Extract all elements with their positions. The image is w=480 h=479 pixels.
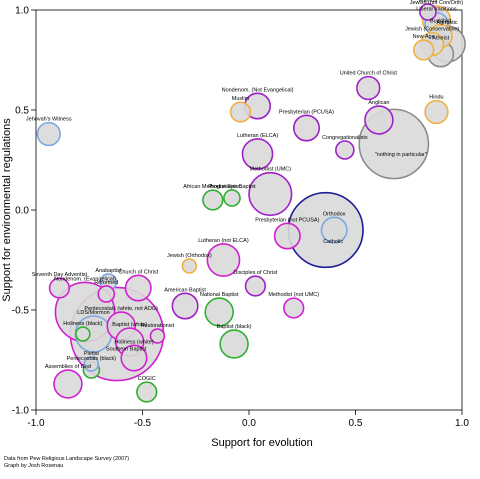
bubble-presbyterian-not-pcusa [273, 222, 301, 250]
x-axis-title: Support for evolution [211, 437, 313, 449]
bubble-assemblies-of-god [53, 369, 83, 399]
bubble-progressive-baptist [223, 189, 241, 207]
label-anabaptist: Anabaptist [95, 268, 121, 274]
y-tick-label: 0.5 [15, 106, 29, 117]
y-tick-label: -0.5 [12, 306, 30, 317]
bubble-presbyterian-pcusa [292, 114, 321, 142]
bubble-friends [419, 3, 437, 21]
bubble-orthodox [320, 216, 348, 244]
bubble-jehovah-s-witness [36, 121, 61, 147]
x-tick-label: -0.5 [134, 418, 152, 429]
bubble-national-baptist [204, 297, 234, 327]
label-methodist-not-umc: Methodist (not UMC) [268, 292, 319, 298]
bubble-united-church-of-christ [356, 75, 381, 101]
bubble-seventh-day-adventist [48, 277, 71, 299]
label-methodist-umc: Methodist (UMC) [250, 167, 292, 173]
label-baptist-black: Baptist (black) [217, 324, 252, 330]
label-friends: Friends [419, 0, 438, 4]
bubble-congregationalists [335, 140, 355, 160]
label-jewish-conservative: Jewish (Conservative) [405, 27, 459, 33]
label-progressive-baptist: Progressive Baptist [208, 184, 256, 190]
point-label-layer: Jewish (not Con/Orth)Friends Liberal trad… [26, 0, 463, 382]
bubble-lutheran-not-elca [206, 243, 241, 277]
label-liberal-traditions: Liberal traditions [416, 7, 457, 13]
label-hindu: Hindu [429, 95, 443, 101]
label-baptist-white: Baptist (white) [112, 322, 147, 328]
bubble-holiness-black [75, 326, 91, 342]
label-pentecostals-white-not-aog: Pentecostals (white, not AOG) [84, 306, 158, 312]
label-lutheran-elca: Lutheran (ELCA) [237, 133, 278, 139]
bubble-african-methodist-episc [202, 189, 224, 211]
label-nothing-in-particular: "nothing in particular" [375, 152, 427, 158]
label-cogic: COGIC [138, 376, 156, 382]
label-jewish-not-con-orth: Jewish (not Con/Orth) [410, 0, 464, 6]
bubble-methodist-not-umc [283, 297, 305, 319]
bubble-anglican [364, 105, 394, 135]
y-tick-label: -1.0 [12, 406, 30, 417]
label-holiness-white: Holiness (white) [114, 339, 153, 345]
x-tick-label: 0.0 [242, 418, 256, 429]
bubble-layer [36, 3, 466, 403]
bubble-american-baptist [171, 292, 199, 320]
label-disciples-of-christ: Disciples of Christ [233, 270, 277, 276]
label-presbyterian-pcusa: Presbyterian (PCUSA) [279, 109, 334, 115]
bubble-muslim [229, 101, 252, 123]
label-assemblies-of-god: Assemblies of God [45, 364, 91, 370]
bubble-disciples-of-christ [244, 275, 267, 297]
label-agnostic: Agnostic [437, 20, 458, 26]
label-church-of-christ: Church of Christ [118, 269, 158, 275]
bubble-baptist-black [219, 329, 249, 359]
y-tick-label: 0.0 [15, 206, 29, 217]
label-lds-mormon: LDS/Mormon [77, 310, 109, 316]
label-reformed: Reformed [94, 280, 118, 286]
y-axis-title: Support for environmental regulations [1, 118, 13, 302]
x-tick-label: -1.0 [27, 418, 45, 429]
bubble-restorationist [149, 328, 166, 344]
label-new-age: New Age [413, 34, 435, 40]
bubble-hindu [424, 99, 449, 125]
label-orthodox: Orthodox [323, 211, 346, 217]
x-tick-label: 1.0 [455, 418, 469, 429]
bubble-methodist-umc [248, 171, 293, 217]
label-jehovah-s-witness: Jehovah's Witness [26, 117, 72, 123]
label-congregationalists: Congregationalists [322, 135, 368, 141]
label-southern-baptist: Southern Baptist [106, 346, 147, 352]
bubble-reformed [97, 285, 116, 303]
label-anglican: Anglican [368, 100, 389, 106]
label-muslim: Muslim [232, 96, 250, 102]
label-atheist: Atheist [432, 35, 449, 41]
axis-ticks: -1.0 -0.5 0.0 0.5 1.0 -1.0 -0.5 0.0 0.5 1.0 [12, 6, 470, 430]
label-national-baptist: National Baptist [200, 292, 239, 298]
label-restorationist: Restorationist [141, 323, 175, 329]
bubble-church-of-christ [124, 274, 152, 302]
label-lutheran-not-elca: Lutheran (not ELCA) [198, 238, 249, 244]
bubble-new-age [413, 39, 435, 61]
x-tick-label: 0.5 [349, 418, 363, 429]
graph-credit: Graph by Josh Rosenau [4, 463, 63, 469]
label-nondenom-not-evangelical: Nondenom. (Not Evangelical) [222, 87, 294, 93]
label-holiness-black: Holiness (black) [63, 321, 102, 327]
label-pentecostals-black: Pentecostals (black) [67, 356, 117, 362]
label-buddhist: Buddhist [430, 19, 452, 25]
label-united-church-of-christ: United Church of Christ [340, 71, 398, 77]
label-american-baptist: American Baptist [164, 287, 206, 293]
label-catholic: Catholic [323, 239, 343, 245]
y-tick-label: 1.0 [15, 6, 29, 17]
source-note: Data from Pew Religious Landscape Survey… [4, 456, 129, 462]
label-pietist: Pietist [84, 351, 99, 357]
bubble-cogic [136, 381, 158, 403]
label-jewish-orthodox: Jewish (Orthodox) [167, 253, 212, 259]
bubble-lutheran-elca [241, 138, 274, 170]
label-presbyterian-not-pcusa: Presbyterian (not PCUSA) [255, 217, 319, 223]
bubble-holiness-white [120, 344, 148, 372]
bubble-pietist [83, 356, 100, 372]
bubble-jewish-orthodox [181, 258, 198, 274]
label-nondenom-evangelical: Nondenom. (Evangelical) [54, 276, 116, 282]
label-african-methodist-episc: African Methodist Episc. [183, 184, 242, 190]
label-seventh-day-adventist: Seventh Day Adventist [32, 272, 88, 278]
